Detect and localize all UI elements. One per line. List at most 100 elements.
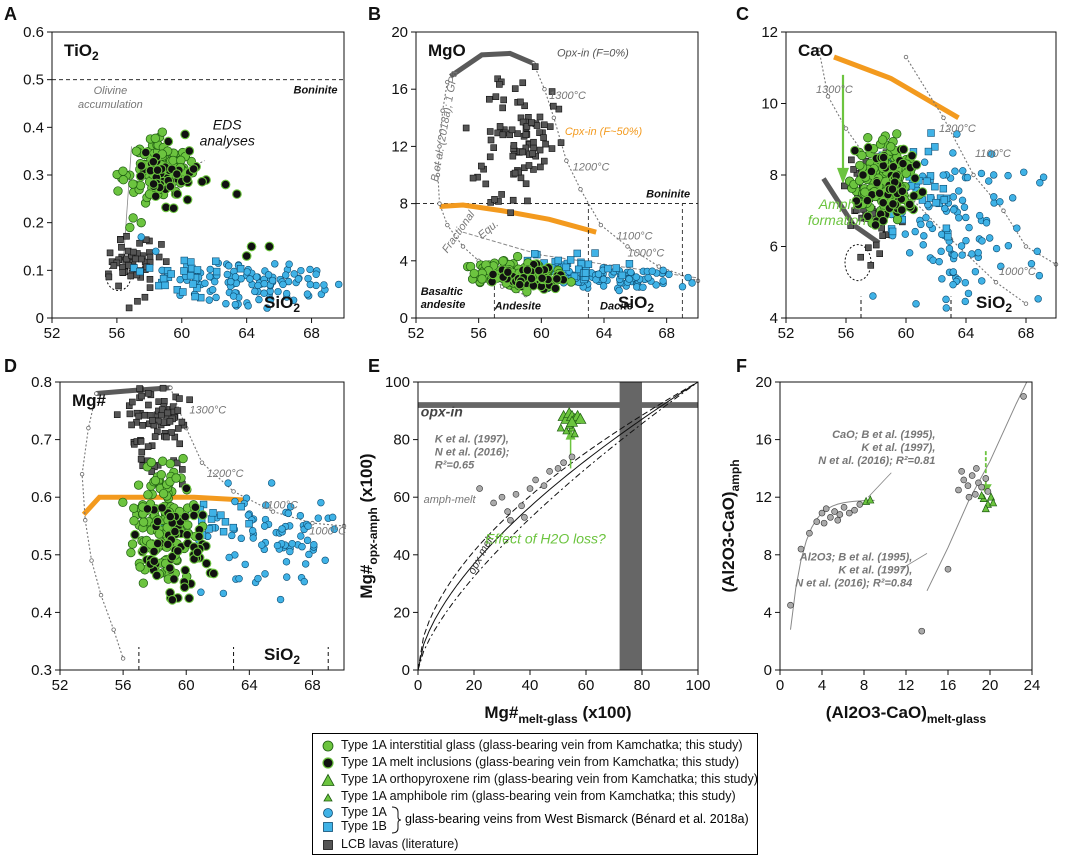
annotation: 1300°C	[816, 84, 853, 96]
blue-point	[227, 278, 235, 286]
gray-square-point	[118, 243, 125, 251]
black-point	[188, 164, 199, 174]
black-point	[197, 176, 207, 187]
blue-square-point	[612, 264, 620, 272]
literature-point	[965, 493, 973, 501]
gray-square-point	[155, 253, 163, 261]
blue-point	[1035, 271, 1044, 280]
label-part: (Al2O3-CaO)	[719, 491, 738, 592]
blue-point	[960, 203, 969, 211]
blue-point	[288, 540, 296, 548]
label-part: Mg#	[357, 564, 376, 599]
gray-square-point	[542, 140, 549, 148]
blue-point	[615, 286, 623, 295]
blue-point	[962, 213, 970, 222]
gray-square-point	[144, 390, 152, 397]
black-point	[148, 179, 159, 189]
annotation: Andesite	[494, 300, 541, 312]
blue-square-point	[932, 198, 940, 207]
literature-point	[827, 514, 834, 521]
gray-square-point	[557, 139, 565, 146]
model-node	[89, 558, 94, 563]
blue-square-point	[186, 272, 195, 280]
annotation: Al2O3; B et al. (1995), K et al. (1997), N…	[795, 552, 912, 590]
blue-square-point	[217, 511, 225, 519]
black-point	[180, 511, 191, 522]
model-node	[903, 54, 909, 60]
gray-square-point	[537, 163, 544, 171]
literature-point	[822, 505, 830, 513]
blue-point	[1013, 224, 1021, 232]
blue-point	[246, 275, 254, 283]
blue-point	[971, 267, 980, 276]
label-part: R²=0.65	[435, 459, 475, 471]
gray-square-point	[519, 148, 527, 156]
gray-square-point	[519, 79, 527, 87]
black-point	[165, 181, 176, 192]
blue-point	[599, 275, 608, 283]
green-point	[886, 142, 896, 152]
literature-point	[845, 509, 853, 517]
blue-point	[997, 262, 1005, 271]
green-point	[135, 562, 145, 572]
blue-point	[958, 251, 966, 259]
green-point	[512, 251, 523, 262]
blue-point	[289, 296, 298, 304]
panel-B: B 52 56 60 64 68 0 4 8 12 16 20 MgO SiO2 Opx-in (F=0%)…	[368, 4, 701, 342]
gray-square-point	[174, 425, 182, 432]
blue-square-point	[159, 274, 168, 283]
blue-point	[652, 281, 660, 289]
literature-point	[982, 475, 990, 482]
model-node	[435, 172, 441, 178]
y-tick-label: 0.3	[31, 662, 52, 679]
blue-point	[294, 275, 303, 283]
gray-square-point	[523, 123, 531, 130]
literature-point	[834, 516, 842, 524]
blue-point	[231, 300, 240, 309]
gray-square-point	[137, 255, 145, 263]
y-tick-label: 16	[391, 81, 408, 98]
gray-square-point	[164, 409, 171, 417]
literature-point	[532, 476, 539, 484]
panel-letter: F	[736, 356, 747, 376]
literature-point	[1020, 393, 1027, 400]
literature-point	[818, 509, 826, 517]
model-node	[551, 115, 557, 120]
gray-square-point	[113, 411, 121, 418]
blue-point	[243, 268, 251, 276]
literature-point	[960, 476, 968, 484]
blue-square-point	[926, 194, 935, 202]
gray-square-point	[160, 419, 167, 426]
gray-square-point	[492, 93, 500, 101]
blue-point	[942, 304, 951, 312]
blue-square-point	[531, 250, 539, 258]
gray-square-point	[529, 150, 536, 157]
blue-point	[304, 522, 312, 530]
blue-point	[249, 534, 257, 542]
x-tick-label: 68	[304, 677, 321, 694]
gray-square-point	[127, 272, 134, 280]
literature-point	[512, 491, 520, 498]
literature-point	[968, 472, 976, 479]
model-node	[437, 201, 442, 206]
blue-point	[1033, 247, 1041, 256]
y-tick-label: 0.5	[31, 547, 52, 564]
blue-point	[996, 198, 1004, 206]
model-node	[1001, 208, 1006, 213]
plot-frame	[779, 381, 1033, 671]
y-tick-label: 0.6	[31, 489, 52, 506]
green-point	[877, 135, 888, 145]
gray-square-point	[136, 385, 143, 392]
blue-point	[945, 244, 954, 253]
panel-letter: D	[4, 356, 17, 376]
annotation: 1300°C	[189, 405, 226, 417]
black-point	[148, 156, 159, 167]
blue-point	[303, 536, 312, 545]
gray-square-point	[841, 182, 848, 190]
annotation: 1000°C	[999, 266, 1036, 278]
gray-square-point	[850, 166, 857, 173]
black-point	[878, 197, 889, 208]
blue-point	[298, 543, 306, 551]
y-tick-label: 0	[36, 310, 44, 327]
label-part: CaO	[798, 41, 833, 60]
